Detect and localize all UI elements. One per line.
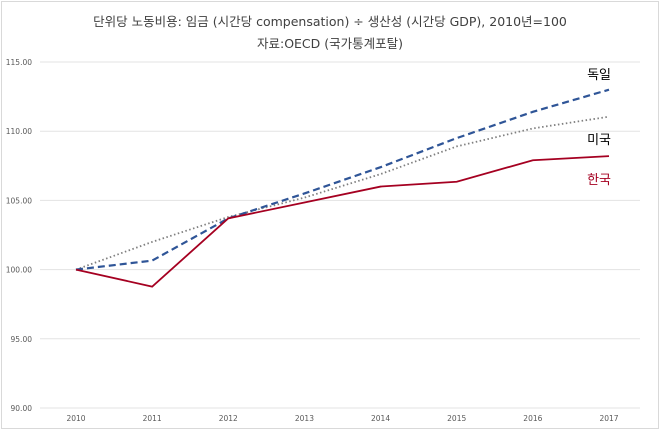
series-label: 독일	[587, 68, 611, 83]
y-tick-label: 105.00	[6, 196, 32, 205]
chart-subtitle: 자료:OECD (국가통계포탈)	[256, 36, 404, 51]
series-label: 미국	[587, 133, 611, 148]
y-tick-label: 95.00	[11, 335, 33, 344]
x-tick-label: 2017	[599, 414, 618, 423]
x-tick-label: 2015	[447, 414, 466, 423]
series-line-1	[75, 115, 610, 271]
x-tick-label: 2016	[523, 414, 542, 423]
series-line-0	[75, 88, 610, 271]
y-tick-label: 90.00	[11, 404, 33, 413]
y-tick-label: 100.00	[6, 266, 32, 275]
series-label: 한국	[587, 173, 611, 188]
x-tick-label: 2012	[219, 414, 238, 423]
y-tick-label: 115.00	[6, 58, 32, 67]
y-tick-label: 110.00	[6, 127, 32, 136]
x-tick-label: 2014	[371, 414, 390, 423]
series-line-2	[75, 155, 610, 288]
x-tick-label: 2011	[143, 414, 162, 423]
x-tick-label: 2010	[66, 414, 85, 423]
x-tick-label: 2013	[295, 414, 314, 423]
chart-title: 단위당 노동비용: 임금 (시간당 compensation) ÷ 생산성 (시…	[93, 14, 567, 29]
